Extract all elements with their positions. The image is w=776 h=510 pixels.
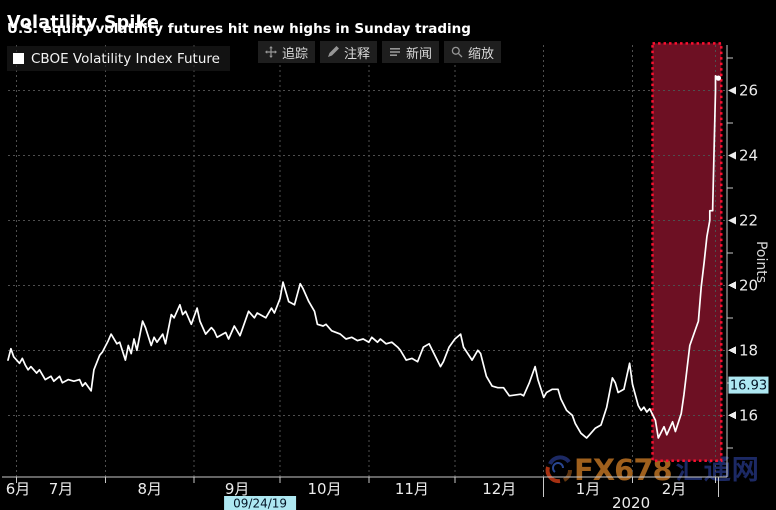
date-badge-label: 09/24/19 (233, 497, 287, 510)
news-button[interactable]: 新闻 (382, 41, 440, 63)
value-badge (728, 376, 769, 394)
track-button[interactable]: 追踪 (258, 41, 316, 63)
x-month-label: 2月 (662, 480, 687, 498)
gridlines-layer (8, 45, 727, 477)
x-month-label: 7月 (49, 480, 74, 498)
price-line (7, 75, 720, 439)
y-tick-label: 22 (739, 211, 758, 229)
annotate-button[interactable]: 注释 (320, 41, 378, 63)
x-month-label: 12月 (482, 480, 516, 498)
news-button-label: 新闻 (406, 46, 433, 62)
y-tick-label: 26 (739, 81, 758, 99)
crosshair-icon (265, 46, 277, 58)
highlight-region-border (651, 42, 723, 463)
highlight-region-layer (652, 43, 722, 461)
year-label: 2020 (612, 494, 650, 510)
series-layer (7, 42, 723, 463)
fx678-logo-icon (545, 455, 572, 484)
y-tick-label: 24 (739, 146, 758, 164)
y-tick-arrow (728, 151, 736, 160)
annotate-button-label: 注释 (344, 46, 371, 62)
zoom-button[interactable]: 缩放 (444, 41, 502, 63)
x-month-label: 11月 (395, 480, 429, 498)
y-tick-label: 20 (739, 276, 758, 294)
y-tick-arrow (728, 86, 736, 95)
legend-item-cboe[interactable]: CBOE Volatility Index Future (7, 46, 230, 71)
zoom-button-label: 缩放 (468, 46, 495, 62)
magnifier-icon (451, 46, 463, 58)
points-axis-label: Points (753, 241, 769, 283)
x-month-label: 10月 (307, 480, 341, 498)
last-point-marker (715, 75, 722, 81)
y-tick-label: 18 (739, 341, 758, 359)
y-tick-label: 16 (739, 406, 758, 424)
x-month-label: 9月 (225, 480, 250, 498)
y-tick-arrow (728, 281, 736, 290)
y-tick-arrow (728, 216, 736, 225)
x-month-label: 6月 (6, 480, 31, 498)
pencil-icon (328, 46, 340, 57)
axes-layer: 6月 7月 8月 9月 10月 11月 12月 1月 2月 2020 16 18 20 22 24 26 Poi… (2, 45, 769, 510)
legend-swatch-icon (13, 53, 24, 64)
y-tick-arrow (728, 346, 736, 355)
date-badge (224, 496, 297, 510)
annotations-layer: 16.93 09/24/19 (224, 376, 769, 510)
highlight-region-fill (652, 43, 722, 461)
track-button-label: 追踪 (282, 46, 309, 62)
legend-label: CBOE Volatility Index Future (31, 50, 220, 67)
chart-toolbar: 追踪 注释 新闻 缩放 (258, 41, 502, 63)
y-tick-arrow (728, 411, 736, 420)
x-month-label: 1月 (576, 480, 601, 498)
news-lines-icon (390, 48, 401, 56)
page-title: Volatility Spike (7, 12, 160, 33)
value-badge-label: 16.93 (730, 379, 767, 394)
x-month-label: 8月 (138, 480, 163, 498)
page-subtitle: U.S. equity volatility futures hit new h… (7, 21, 471, 37)
